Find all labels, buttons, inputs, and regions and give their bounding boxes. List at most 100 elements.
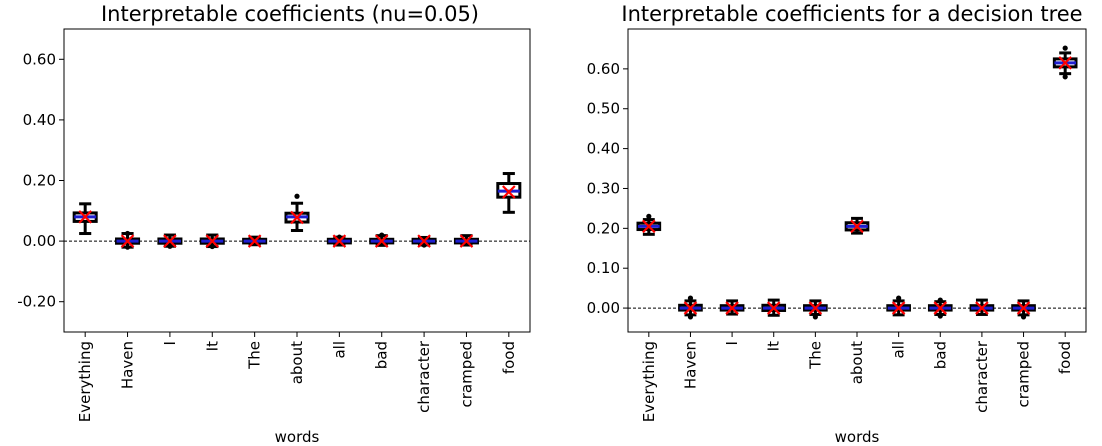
y-tick-label: 0.20: [587, 219, 620, 237]
outlier-point: [812, 314, 818, 320]
x-tick-label: bad: [373, 341, 391, 369]
y-tick-label: 0.50: [587, 100, 620, 118]
box-the: [803, 299, 828, 320]
chart-title: Interpretable coefficients (nu=0.05): [101, 2, 479, 26]
mean-marker-stroke: [120, 234, 135, 248]
outlier-point: [1020, 314, 1027, 320]
outlier-point: [687, 314, 694, 320]
x-axis-label: words: [835, 428, 880, 446]
box-food: [1052, 45, 1078, 80]
mean-marker: [725, 301, 739, 315]
mean-marker-stroke: [1058, 56, 1072, 70]
mean-marker: [205, 234, 220, 248]
mean-marker-stroke: [290, 210, 304, 225]
box-it: [199, 233, 225, 250]
mean-marker-stroke: [1016, 301, 1031, 315]
x-tick-label: It: [203, 341, 221, 351]
outlier-point: [1062, 74, 1068, 80]
y-tick-label: 0.40: [587, 140, 620, 158]
y-tick-label: -0.20: [17, 293, 56, 311]
x-tick-label: cramped: [1015, 341, 1033, 408]
box-cramped: [453, 234, 479, 248]
x-tick-label: food: [1056, 341, 1074, 374]
box-bad: [927, 297, 953, 319]
y-tick-label: 0.60: [587, 60, 620, 78]
mean-marker-stroke: [502, 185, 516, 199]
outlier-point: [937, 297, 943, 303]
mean-marker-stroke: [247, 234, 262, 248]
mean-marker: [891, 301, 906, 315]
mean-marker: [163, 234, 177, 248]
mean-marker-stroke: [459, 234, 474, 248]
x-tick-label: Everything: [640, 341, 658, 422]
mean-marker: [933, 301, 948, 315]
box-everything: [72, 202, 98, 236]
mean-marker: [975, 301, 989, 315]
mean-marker: [1016, 301, 1031, 315]
chart-panel-left: Interpretable coefficients (nu=0.05) -0.2…: [17, 2, 531, 446]
outlier-point: [646, 213, 652, 219]
box-it: [761, 298, 787, 317]
mean-marker-stroke: [642, 219, 656, 234]
mean-marker-stroke: [808, 301, 823, 315]
plot-frame: [63, 28, 531, 333]
mean-marker: [332, 234, 347, 248]
mean-marker: [850, 219, 864, 234]
x-tick-label: The: [246, 341, 264, 370]
box-about: [284, 193, 310, 232]
mean-marker-stroke: [725, 301, 739, 315]
box-bad: [369, 232, 395, 248]
y-tick-label: 0.40: [23, 111, 56, 129]
x-tick-label: The: [806, 341, 824, 370]
plot-frame: [627, 28, 1087, 333]
x-tick-label: character: [973, 340, 991, 413]
box-all: [886, 295, 911, 317]
y-tick-label: 0.30: [587, 179, 620, 197]
mean-marker: [374, 234, 389, 248]
x-tick-label: I: [723, 341, 741, 345]
outlier-point: [896, 295, 902, 301]
mean-marker-stroke: [891, 301, 906, 315]
mean-marker-stroke: [163, 234, 177, 248]
outlier-point: [1062, 45, 1068, 51]
outlier-point: [167, 243, 173, 249]
mean-marker-stroke: [766, 301, 781, 315]
mean-marker: [247, 234, 262, 248]
x-tick-label: about: [848, 341, 866, 384]
y-tick-label: 0.10: [587, 259, 620, 277]
mean-marker-stroke: [205, 234, 220, 248]
x-tick-label: It: [765, 341, 783, 351]
box-everything: [636, 213, 662, 236]
y-tick-label: 0.20: [23, 172, 56, 190]
outlier-point: [937, 313, 943, 319]
mean-marker: [808, 301, 823, 315]
x-tick-label: cramped: [457, 341, 475, 408]
mean-marker: [683, 301, 698, 315]
outlier-point: [124, 244, 131, 250]
mean-marker: [502, 185, 516, 199]
chart-title: Interpretable coefficients for a decisio…: [621, 2, 1082, 26]
mean-marker-stroke: [332, 234, 347, 248]
x-tick-label: bad: [931, 341, 949, 369]
x-tick-label: I: [161, 341, 179, 345]
mean-marker: [120, 234, 135, 248]
mean-marker: [642, 219, 656, 234]
box-i: [157, 233, 183, 249]
mean-marker-stroke: [78, 210, 92, 224]
mean-marker: [290, 210, 304, 225]
outlier-point: [379, 232, 385, 238]
x-tick-label: about: [288, 341, 306, 384]
x-tick-label: Haven: [119, 341, 137, 389]
outlier-point: [294, 193, 300, 199]
x-tick-label: Haven: [681, 341, 699, 389]
box-about: [844, 216, 870, 235]
box-haven: [678, 295, 703, 320]
box-haven: [115, 230, 141, 250]
mean-marker: [1058, 56, 1072, 70]
box-all: [326, 234, 352, 248]
outlier-point: [687, 295, 694, 301]
mean-marker: [78, 210, 92, 224]
chart-panel-right: Interpretable coefficients for a decisio…: [587, 2, 1087, 446]
box-food: [496, 172, 522, 214]
